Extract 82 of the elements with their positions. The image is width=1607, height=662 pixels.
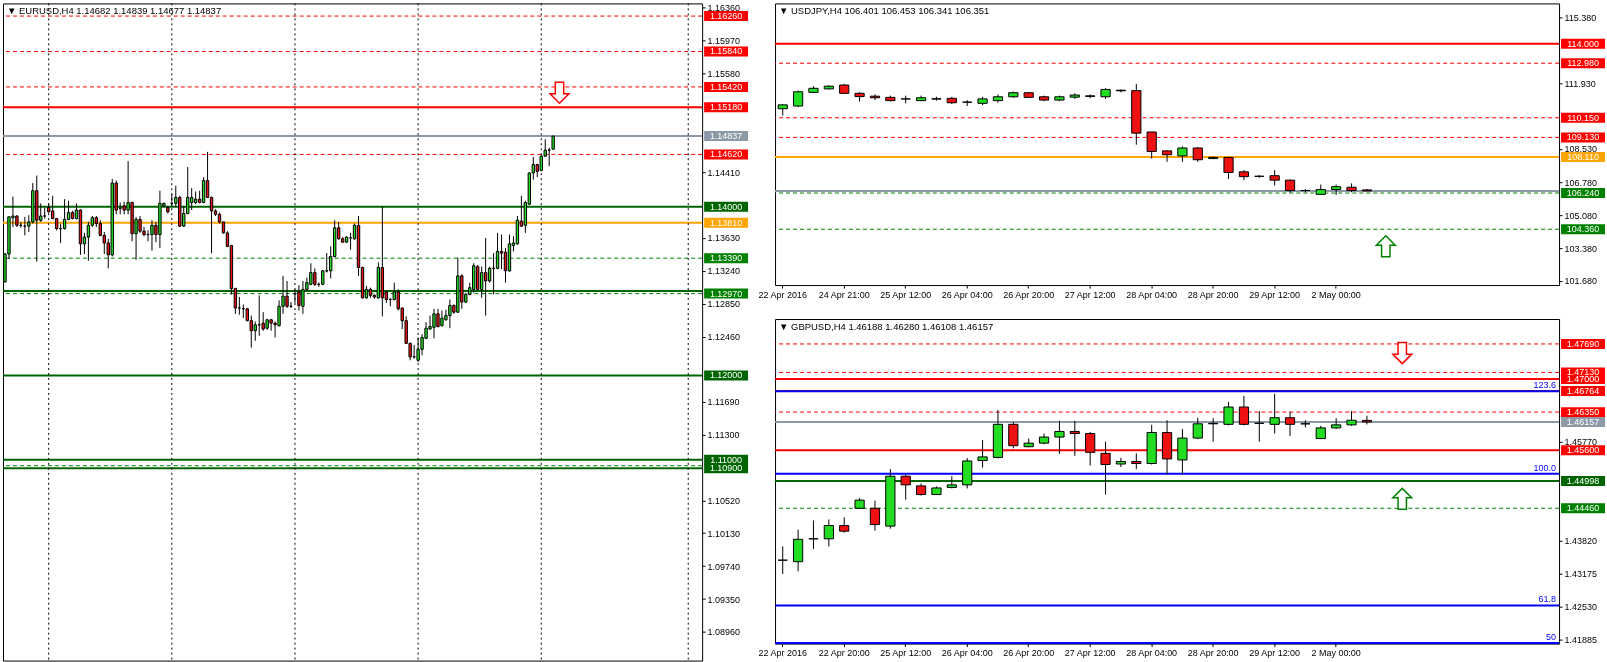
y-tick-label: 1.12460 (707, 332, 741, 343)
chart-title: ▼ GBPUSD,H4 1.46188 1.46280 1.46108 1.46157 (779, 321, 994, 332)
annotation: 61.8 (1538, 594, 1557, 605)
y-tick-label: 1.15970 (707, 36, 741, 47)
y-tick-label: 1.11690 (707, 397, 740, 408)
ref-line-label: 114.000 (1567, 38, 1599, 49)
ref-line-label: 1.13390 (709, 253, 743, 264)
y-tick-label: 1.12850 (707, 299, 741, 310)
x-tick-label: 26 Apr 20:00 (1003, 648, 1055, 659)
y-tick-label: 1.08960 (707, 627, 741, 638)
x-tick-label: 22 Apr 20:00 (818, 648, 870, 659)
y-tick-label: 1.43175 (1564, 569, 1597, 580)
y-tick-label: 1.13240 (707, 266, 741, 277)
ref-line-label: 1.44998 (1566, 475, 1600, 486)
ref-line-label: 1.14837 (709, 131, 743, 142)
y-tick-label: 108.530 (1564, 144, 1597, 155)
ref-line-label: 1.11000 (710, 454, 742, 465)
y-tick-label: 1.10130 (707, 528, 741, 539)
y-tick-label: 1.43820 (1564, 536, 1597, 547)
y-tick-label: 1.41885 (1564, 634, 1597, 645)
x-tick-label: 28 Apr 20:00 (1187, 648, 1239, 659)
ref-line-label: 1.15840 (709, 46, 743, 57)
ref-line-label: 109.130 (1566, 132, 1600, 143)
ref-line-label: 1.14000 (709, 201, 743, 212)
x-tick-label: 28 Apr 04:00 (1126, 648, 1178, 659)
y-tick-label: 103.380 (1564, 243, 1597, 254)
x-tick-label: 2 May 00:00 (1311, 289, 1361, 300)
annotation: 123.6 (1533, 380, 1557, 391)
x-tick-label: 25 Apr 12:00 (880, 289, 932, 300)
y-tick-label: 105.080 (1564, 210, 1597, 221)
ref-line-label: 1.16260 (709, 11, 743, 22)
ref-line-label: 1.13810 (709, 217, 743, 228)
x-tick-label: 22 Apr 2016 (758, 289, 807, 300)
ref-line-label: 1.12000 (709, 370, 743, 381)
ref-line-label: 1.10900 (709, 463, 743, 474)
y-tick-label: 1.16360 (707, 3, 741, 14)
y-tick-label: 1.13630 (707, 233, 741, 244)
ref-line-label: 106.240 (1566, 188, 1600, 199)
x-tick-label: 26 Apr 04:00 (941, 648, 993, 659)
y-tick-label: 101.680 (1564, 276, 1597, 287)
ref-line-label: 1.15180 (709, 102, 743, 113)
ref-line-label: 1.14620 (709, 149, 743, 160)
x-tick-label: 24 Apr 21:00 (818, 289, 870, 300)
x-tick-label: 25 Apr 12:00 (880, 648, 932, 659)
annotation: 100.0 (1533, 462, 1557, 473)
y-tick-label: 1.15580 (707, 68, 741, 79)
y-tick-label: 1.14410 (707, 167, 741, 178)
x-tick-label: 26 Apr 20:00 (1003, 289, 1055, 300)
chart-title: ▼ USDJPY,H4 106.401 106.453 106.341 106.351 (779, 5, 990, 17)
ref-line-label: 1.45600 (1566, 445, 1600, 456)
y-tick-label: 1.09740 (707, 561, 741, 572)
chart-title: ▼ EURUSD,H4 1.14682 1.14839 1.14677 1.14837 (6, 5, 222, 17)
y-tick-label: 1.42530 (1564, 601, 1597, 612)
x-tick-label: 28 Apr 20:00 (1187, 289, 1239, 300)
y-tick-label: 1.11300 (707, 430, 740, 440)
ref-line-label: 1.44460 (1566, 503, 1600, 514)
annotation: 50 (1546, 632, 1557, 643)
x-tick-label: 2 May 00:00 (1311, 648, 1361, 659)
ref-line-label: 110.150 (1567, 112, 1599, 123)
ref-line-label: 1.46350 (1566, 407, 1600, 418)
y-tick-label: 1.45770 (1564, 437, 1597, 448)
x-tick-label: 29 Apr 12:00 (1249, 289, 1301, 300)
y-tick-label: 1.10520 (707, 495, 741, 506)
x-tick-label: 26 Apr 04:00 (941, 289, 993, 300)
ref-line-label: 1.47690 (1566, 338, 1600, 349)
y-tick-label: 111.930 (1564, 78, 1596, 89)
x-tick-label: 29 Apr 12:00 (1249, 648, 1301, 659)
y-tick-label: 1.09350 (707, 594, 741, 605)
ref-line-label: 1.47000 (1566, 374, 1600, 385)
x-tick-label: 22 Apr 2016 (758, 648, 807, 659)
x-tick-label: 28 Apr 04:00 (1126, 289, 1178, 300)
ref-line-label: 1.15420 (709, 81, 743, 92)
x-tick-label: 27 Apr 12:00 (1064, 648, 1116, 659)
ref-line-label: 1.12970 (709, 288, 743, 299)
y-tick-label: 115.380 (1564, 12, 1597, 23)
ref-line-label: 1.46157 (1566, 416, 1600, 427)
y-tick-label: 106.780 (1564, 178, 1597, 189)
ref-line-label: 112.980 (1567, 58, 1599, 69)
ref-line-label: 108.110 (1567, 152, 1599, 163)
ref-line-label: 1.46764 (1566, 386, 1600, 397)
ref-line-label: 104.360 (1566, 224, 1600, 235)
x-tick-label: 27 Apr 12:00 (1064, 289, 1116, 300)
